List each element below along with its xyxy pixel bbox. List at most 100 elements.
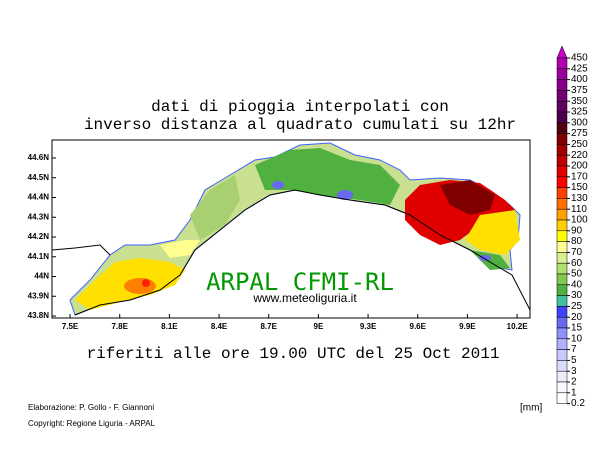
credit: Copyright: Regione Liguria - ARPAL xyxy=(28,419,156,428)
colorbar-label: 100 xyxy=(571,215,588,226)
subtitle: riferiti alle ore 19.00 UTC del 25 Oct 2… xyxy=(87,345,500,363)
x-tick-label: 7.8E xyxy=(111,322,128,331)
border xyxy=(51,244,111,256)
colorbar-cell xyxy=(556,208,568,221)
colorbar-cell xyxy=(556,57,568,70)
colorbar-cell xyxy=(556,230,568,242)
y-tick-label: 44.5N xyxy=(28,173,50,182)
colorbar-cell xyxy=(556,392,568,404)
coastline xyxy=(74,189,531,316)
rain-area xyxy=(479,255,491,261)
x-tick-label: 9.3E xyxy=(360,322,377,331)
colorbar-label: 400 xyxy=(571,74,588,85)
rain-area xyxy=(160,240,200,258)
colorbar-cell xyxy=(556,187,568,199)
rain-area xyxy=(465,210,520,255)
x-tick-label: 8.1E xyxy=(161,322,178,331)
colorbar-cell xyxy=(556,327,568,340)
title: dati di pioggia interpolati con xyxy=(151,98,449,116)
colorbar-label: 170 xyxy=(571,171,588,182)
website: www.meteoliguria.it xyxy=(252,291,357,305)
rain-area xyxy=(142,279,150,287)
colorbar-label: 30 xyxy=(571,290,583,301)
colorbar-cell xyxy=(556,68,568,80)
colorbar-label: 425 xyxy=(571,63,588,74)
x-tick-label: 8.7E xyxy=(260,322,277,331)
colorbar-label: 20 xyxy=(571,312,583,323)
watermark: ARPAL CFMI-RL xyxy=(206,268,394,296)
colorbar-cell xyxy=(556,273,568,286)
colorbar-cell xyxy=(556,122,568,134)
x-tick-label: 9.6E xyxy=(410,322,427,331)
colorbar-cell xyxy=(556,306,568,318)
rain-area xyxy=(470,250,510,270)
colorbar-cell xyxy=(556,90,568,102)
colorbar-cell xyxy=(556,79,568,91)
colorbar-label: 350 xyxy=(571,96,588,107)
y-tick-label: 44.6N xyxy=(28,153,50,162)
colorbar-label: 325 xyxy=(571,107,588,118)
y-tick-label: 44.1N xyxy=(28,252,50,261)
colorbar-cell xyxy=(556,45,568,59)
colorbar-label: 60 xyxy=(571,258,583,269)
colorbar-label: 25 xyxy=(571,301,583,312)
colorbar-cell xyxy=(556,144,568,156)
colorbar-label: 3 xyxy=(571,366,577,377)
unit-label: [mm] xyxy=(520,403,542,414)
colorbar-label: 10 xyxy=(571,333,583,344)
y-tick-label: 43.8N xyxy=(28,311,50,320)
colorbar-cell xyxy=(556,360,568,372)
title: inverso distanza al quadrato cumulati su… xyxy=(84,116,516,134)
colorbar-label: 90 xyxy=(571,225,583,236)
colorbar-label: 5 xyxy=(571,355,577,366)
colorbar-label: 150 xyxy=(571,182,588,193)
colorbar-cell xyxy=(556,241,568,253)
map xyxy=(51,139,531,319)
colorbar-cell xyxy=(556,198,568,210)
colorbar-cell xyxy=(556,381,568,394)
colorbar-label: 450 xyxy=(571,53,588,64)
y-tick-label: 44.4N xyxy=(28,193,50,202)
x-tick-label: 9E xyxy=(314,322,324,331)
y-tick-label: 44N xyxy=(34,272,49,281)
x-tick-label: 7.5E xyxy=(62,322,79,331)
y-tick-label: 44.3N xyxy=(28,212,50,221)
colorbar-label: 1 xyxy=(571,387,577,398)
rain-area xyxy=(124,278,156,294)
colorbar-label: 220 xyxy=(571,150,588,161)
colorbar-cell xyxy=(556,165,568,178)
colorbar-cell xyxy=(556,154,568,167)
colorbar-label: 7 xyxy=(571,344,577,355)
colorbar-label: 110 xyxy=(571,204,587,215)
colorbar-label: 300 xyxy=(571,117,588,128)
colorbar-label: 130 xyxy=(571,193,588,204)
colorbar-label: 200 xyxy=(571,161,588,172)
colorbar-cell xyxy=(556,133,568,145)
colorbar-label: 275 xyxy=(571,128,588,139)
x-tick-label: 8.4E xyxy=(211,322,228,331)
credit: Elaborazione: P. Gollo - F. Giannoni xyxy=(28,403,154,412)
colorbar-cell xyxy=(556,111,568,124)
rain-area xyxy=(190,175,240,240)
colorbar-label: 0.2 xyxy=(571,398,585,409)
colorbar-cell xyxy=(556,176,568,188)
colorbar-cell xyxy=(556,370,568,383)
colorbar-label: 50 xyxy=(571,269,583,280)
x-tick-label: 10.2E xyxy=(507,322,529,331)
colorbar-cell xyxy=(556,262,568,275)
rain-area xyxy=(440,180,495,215)
colorbar-label: 80 xyxy=(571,236,583,247)
colorbar-label: 70 xyxy=(571,247,583,258)
rain-area xyxy=(255,148,400,205)
colorbar-cell xyxy=(556,349,568,361)
colorbar-cell xyxy=(556,338,568,350)
colorbar-cell xyxy=(556,284,568,296)
colorbar-label: 250 xyxy=(571,139,588,150)
y-tick-label: 43.9N xyxy=(28,291,50,300)
rain-area xyxy=(337,190,353,200)
colorbar-cell xyxy=(556,219,568,232)
colorbar-cell xyxy=(556,295,568,307)
colorbar-cell xyxy=(556,252,568,264)
rain-area xyxy=(272,181,284,189)
